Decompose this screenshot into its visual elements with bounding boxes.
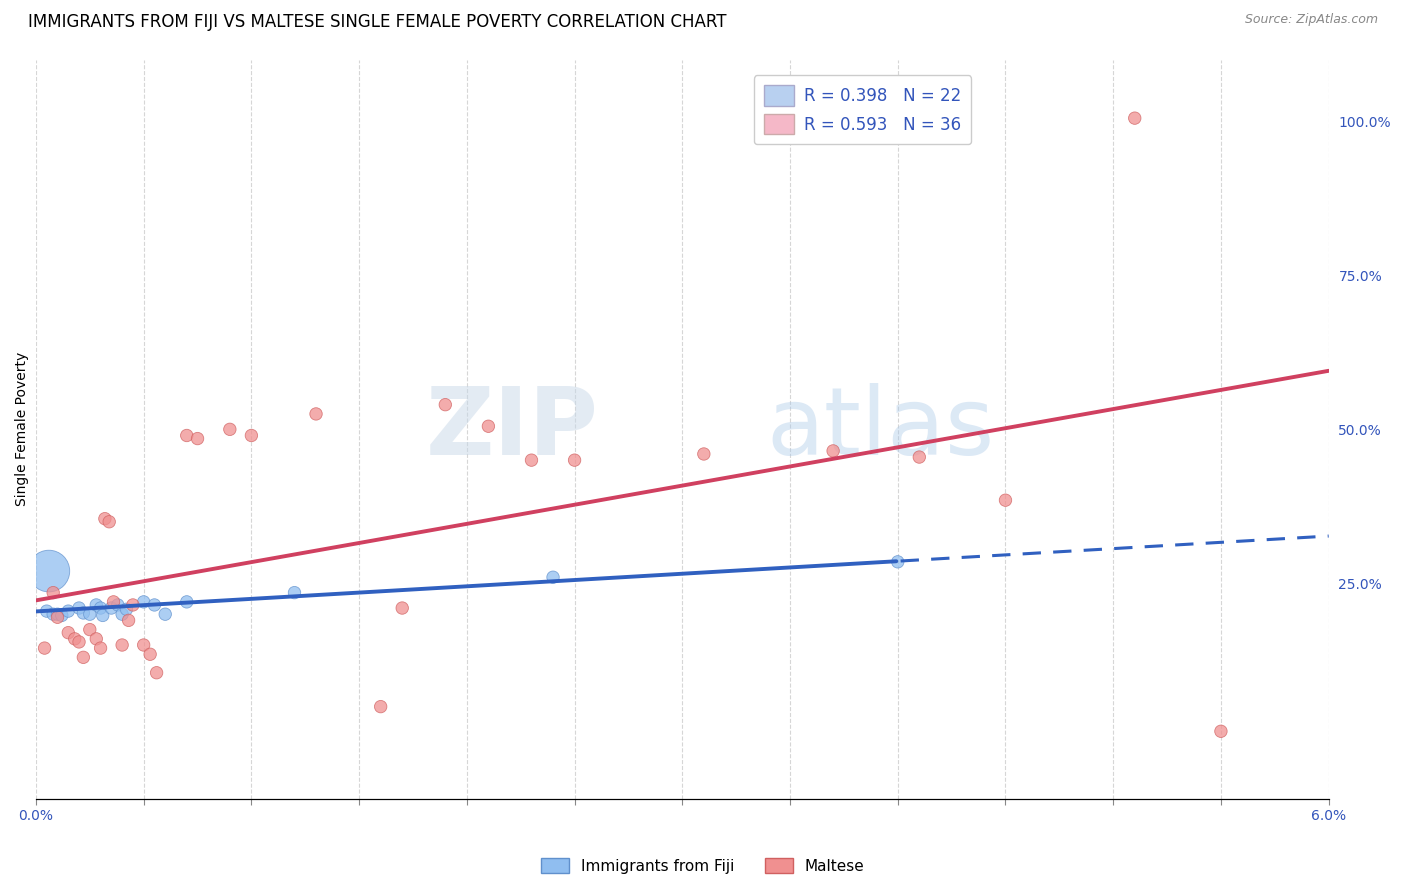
Point	[91, 608, 114, 623]
Point	[186, 432, 208, 446]
Point	[94, 511, 117, 525]
Point	[90, 641, 112, 656]
Point	[541, 570, 564, 584]
Point	[145, 665, 167, 680]
Point	[103, 595, 125, 609]
Point	[84, 632, 107, 646]
Point	[122, 598, 145, 612]
Point	[90, 601, 112, 615]
Point	[79, 607, 101, 622]
Point	[111, 607, 134, 622]
Point	[46, 607, 69, 622]
Point	[477, 419, 499, 434]
Point	[67, 635, 90, 649]
Point	[176, 428, 198, 442]
Text: IMMIGRANTS FROM FIJI VS MALTESE SINGLE FEMALE POVERTY CORRELATION CHART: IMMIGRANTS FROM FIJI VS MALTESE SINGLE F…	[28, 13, 727, 31]
Point	[115, 602, 138, 616]
Point	[283, 585, 305, 599]
Point	[391, 601, 413, 615]
Point	[72, 606, 94, 620]
Point	[107, 598, 129, 612]
Point	[1209, 724, 1232, 739]
Point	[111, 638, 134, 652]
Point	[79, 623, 101, 637]
Point	[176, 595, 198, 609]
Point	[564, 453, 586, 467]
Point	[155, 607, 177, 622]
Y-axis label: Single Female Poverty: Single Female Poverty	[15, 352, 30, 507]
Point	[132, 595, 155, 609]
Point	[42, 585, 65, 599]
Point	[35, 604, 58, 618]
Point	[117, 613, 139, 627]
Text: atlas: atlas	[766, 384, 994, 475]
Point	[908, 450, 931, 464]
Point	[370, 699, 392, 714]
Point	[143, 598, 166, 612]
Point	[58, 625, 80, 640]
Point	[100, 601, 122, 615]
Point	[139, 647, 162, 661]
Point	[63, 632, 86, 646]
Point	[520, 453, 543, 467]
Point	[67, 601, 90, 615]
Point	[240, 428, 263, 442]
Point	[823, 443, 845, 458]
Point	[132, 638, 155, 652]
Point	[305, 407, 328, 421]
Point	[887, 555, 910, 569]
Point	[38, 564, 60, 578]
Point	[42, 607, 65, 622]
Point	[34, 641, 56, 656]
Point	[1123, 111, 1146, 125]
Point	[218, 422, 240, 436]
Point	[51, 608, 73, 623]
Text: Source: ZipAtlas.com: Source: ZipAtlas.com	[1244, 13, 1378, 27]
Legend: Immigrants from Fiji, Maltese: Immigrants from Fiji, Maltese	[536, 852, 870, 880]
Point	[84, 598, 107, 612]
Point	[98, 515, 121, 529]
Point	[994, 493, 1017, 508]
Point	[72, 650, 94, 665]
Point	[693, 447, 716, 461]
Point	[434, 398, 457, 412]
Point	[58, 604, 80, 618]
Text: ZIP: ZIP	[426, 384, 599, 475]
Point	[46, 610, 69, 624]
Legend: R = 0.398   N = 22, R = 0.593   N = 36: R = 0.398 N = 22, R = 0.593 N = 36	[754, 75, 972, 145]
